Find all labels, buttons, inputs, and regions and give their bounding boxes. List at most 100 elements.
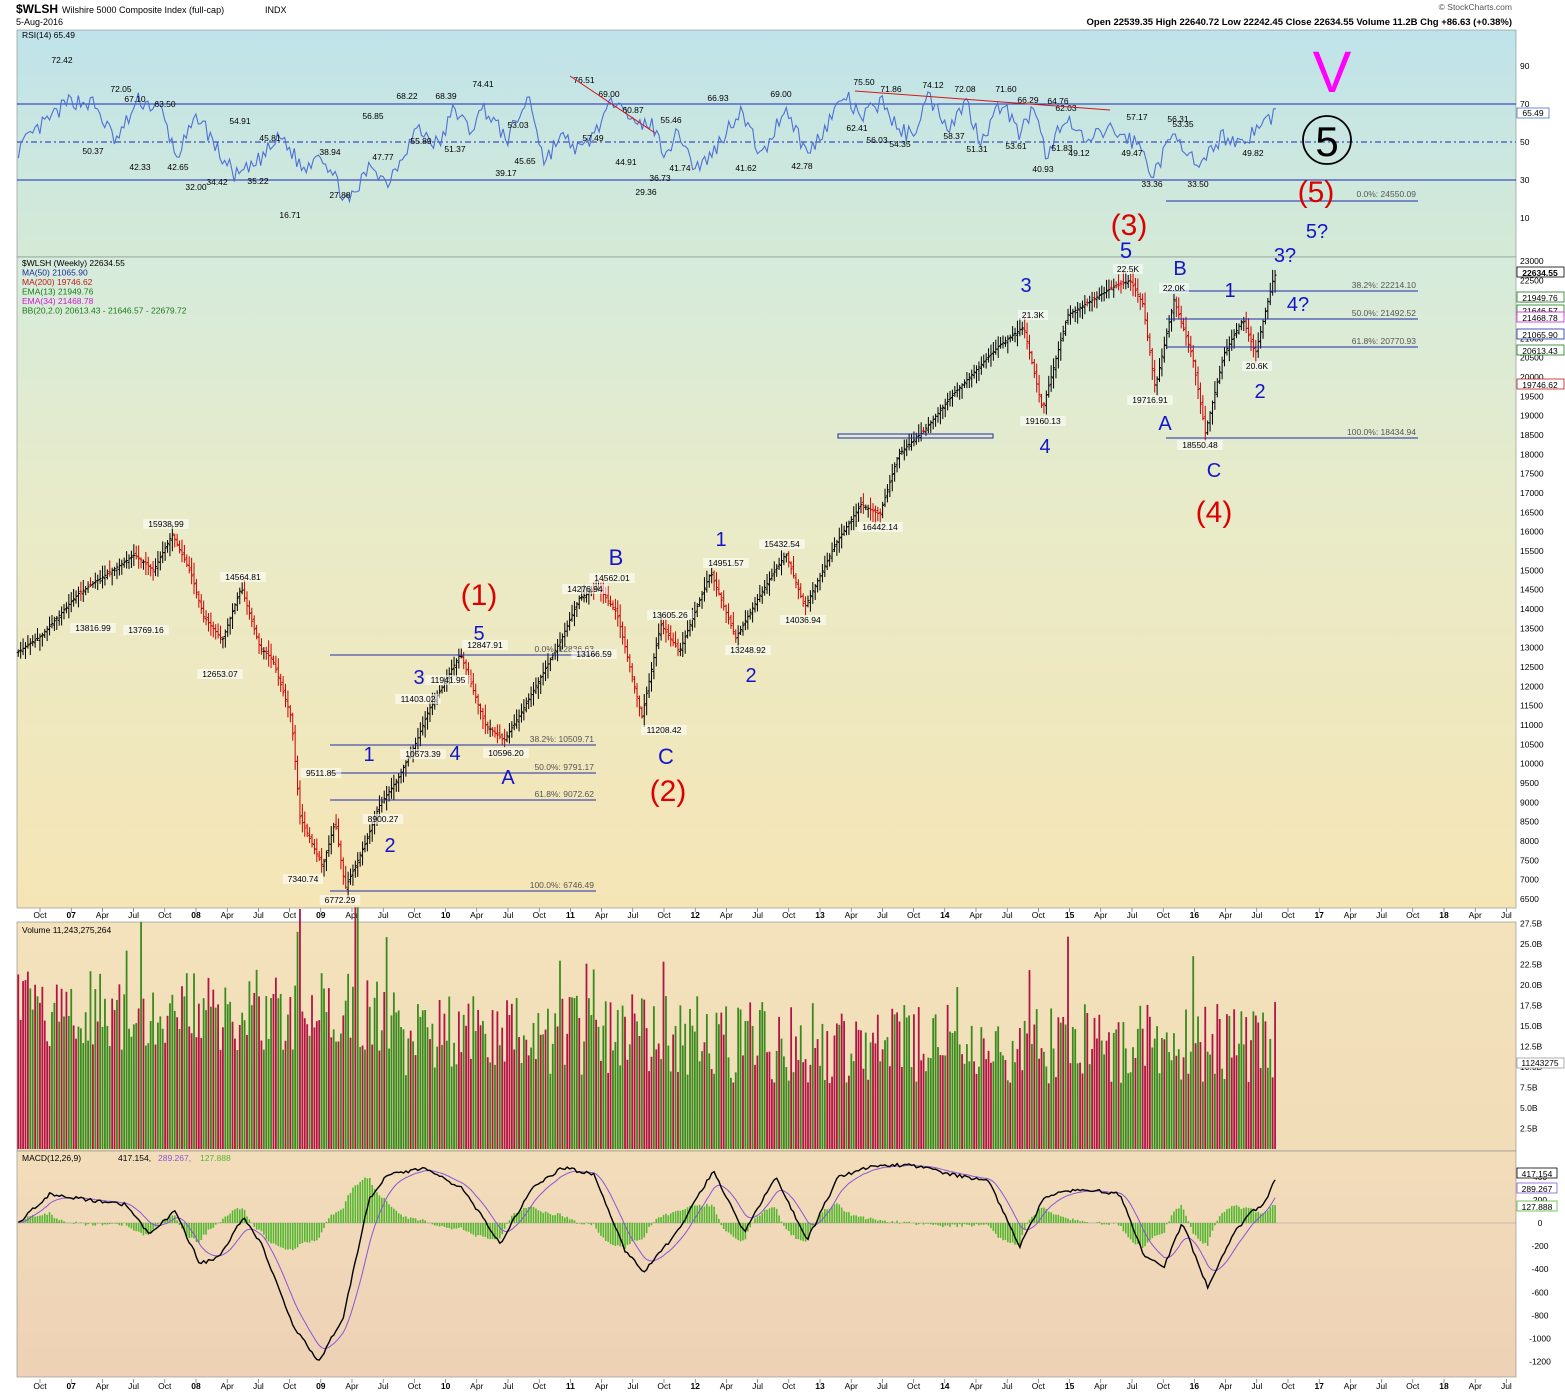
price-y-tick: 22500 — [1520, 275, 1544, 285]
wave-label-blue: 1 — [715, 529, 726, 551]
price-y-tick: 17500 — [1520, 469, 1544, 479]
wave-label-blue: 4 — [449, 743, 460, 765]
volume-bar — [987, 1050, 990, 1149]
macd-histogram-bar — [58, 1220, 60, 1223]
macd-histogram-bar — [954, 1223, 956, 1225]
stockcharts-credit: © StockCharts.com — [1439, 2, 1512, 12]
volume-bar — [467, 1003, 470, 1149]
macd-x-axis-label: Jul — [378, 1381, 389, 1391]
volume-bar — [123, 994, 126, 1149]
price-x-axis-label: Jul — [877, 910, 888, 920]
macd-histogram-bar — [231, 1210, 234, 1223]
macd-histogram-bar — [566, 1216, 569, 1223]
price-point-label: 20.6K — [1246, 361, 1269, 371]
wave-label-blue: 5? — [1306, 221, 1328, 243]
macd-histogram-bar — [431, 1223, 434, 1225]
volume-bar — [537, 1013, 540, 1149]
macd-histogram-bar — [34, 1216, 36, 1223]
macd-histogram-bar — [436, 1223, 438, 1226]
macd-histogram-bar — [626, 1223, 629, 1246]
macd-histogram-bar — [994, 1223, 997, 1234]
macd-histogram-bar — [41, 1215, 44, 1223]
macd-x-axis-label: Apr — [1344, 1381, 1357, 1391]
volume-bar — [77, 1026, 80, 1149]
volume-bar — [438, 999, 441, 1149]
volume-bar — [494, 1064, 496, 1149]
macd-histogram-bar — [1240, 1208, 1243, 1223]
macd-histogram-bar — [1067, 1218, 1069, 1223]
volume-bar — [525, 1039, 528, 1149]
volume-bar — [544, 1029, 547, 1149]
rsi-value-label: 16.71 — [279, 210, 301, 220]
wave-label-blue: 1 — [1224, 280, 1235, 302]
macd-histogram-bar — [303, 1223, 306, 1242]
volume-bar — [888, 1066, 891, 1149]
volume-bar — [120, 1049, 123, 1149]
volume-bar — [530, 1047, 532, 1149]
price-point-label-bg — [725, 645, 771, 655]
macd-histogram-bar — [195, 1223, 198, 1242]
fib-label: 50.0%: 21492.52 — [1352, 308, 1417, 318]
macd-legend-signal: 289.267, — [158, 1153, 191, 1163]
macd-histogram-bar — [942, 1223, 944, 1228]
volume-bar — [1122, 1022, 1125, 1149]
macd-histogram-bar — [636, 1223, 638, 1241]
macd-histogram-bar — [515, 1213, 518, 1223]
macd-x-axis-label: Apr — [1094, 1381, 1107, 1391]
exchange-label: INDX — [265, 5, 287, 15]
macd-x-axis-label: Jul — [627, 1381, 638, 1391]
volume-bar — [532, 1022, 535, 1149]
macd-histogram-bar — [226, 1215, 229, 1223]
macd-x-axis-label: 14 — [940, 1381, 950, 1391]
macd-histogram-bar — [354, 1185, 357, 1223]
macd-histogram-bar — [1175, 1208, 1178, 1223]
rsi-value-label: 35.22 — [247, 176, 269, 186]
volume-bar — [142, 998, 145, 1149]
volume-bar — [1221, 1068, 1224, 1149]
macd-histogram-bar — [681, 1209, 684, 1223]
volume-bar — [913, 1014, 915, 1149]
volume-bar — [1209, 1054, 1211, 1149]
price-y-tick: 10500 — [1520, 739, 1544, 749]
macd-histogram-bar — [421, 1219, 424, 1223]
macd-histogram-bar — [511, 1215, 513, 1223]
macd-histogram-bar — [862, 1216, 865, 1223]
volume-bar — [520, 1062, 523, 1149]
rsi-value-label: 56.03 — [866, 135, 888, 145]
price-point-label-bg — [462, 640, 508, 650]
macd-histogram-bar — [1192, 1223, 1195, 1234]
macd-tick: -800 — [1531, 1310, 1548, 1320]
volume-bar — [819, 1065, 821, 1149]
wave-label-red: (5) — [1298, 176, 1335, 209]
rsi-value-label: 72.05 — [110, 84, 132, 94]
volume-bar — [795, 1036, 797, 1149]
volume-bar — [1016, 1049, 1019, 1149]
price-x-axis-label: 10 — [441, 910, 451, 920]
macd-histogram-bar — [198, 1223, 200, 1243]
macd-x-axis-label: Oct — [1032, 1381, 1046, 1391]
volume-bar — [1028, 970, 1031, 1149]
macd-x-axis-label: 13 — [815, 1381, 825, 1391]
volume-bar — [900, 1067, 903, 1149]
macd-histogram-bar — [1156, 1223, 1158, 1236]
macd-histogram-bar — [1269, 1207, 1272, 1223]
price-point-label: 11403.02 — [401, 694, 436, 704]
price-x-axis-label: Oct — [907, 910, 921, 920]
macd-histogram-bar — [1214, 1223, 1216, 1226]
volume-bar — [561, 998, 564, 1149]
price-point-label-bg — [1020, 416, 1066, 426]
rsi-tick: 10 — [1520, 213, 1530, 223]
macd-histogram-bar — [373, 1188, 376, 1223]
macd-histogram-bar — [727, 1223, 730, 1233]
volume-bar — [303, 1018, 306, 1149]
macd-histogram-bar — [1182, 1209, 1185, 1223]
volume-bar — [1011, 1040, 1014, 1149]
volume-bar — [1057, 1017, 1060, 1149]
macd-histogram-bar — [491, 1223, 494, 1240]
volume-bar — [337, 1041, 340, 1149]
macd-histogram-bar — [573, 1220, 576, 1223]
macd-histogram-bar — [212, 1223, 215, 1228]
volume-bar — [445, 1040, 448, 1149]
wave-label-blue: 3 — [413, 667, 424, 689]
macd-histogram-bar — [1031, 1216, 1033, 1223]
